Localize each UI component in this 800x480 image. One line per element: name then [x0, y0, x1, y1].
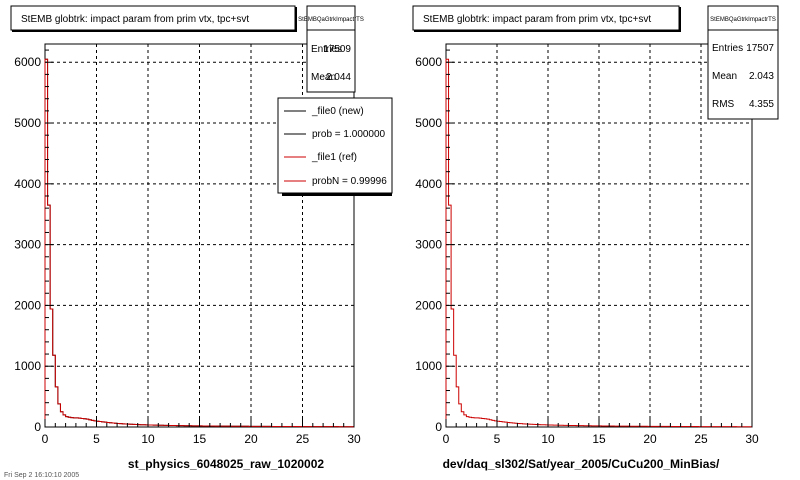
title-box-frame	[10, 5, 296, 31]
legend-label-probn: probN = 0.99996	[312, 176, 387, 187]
legend-label-new: _file0 (new)	[311, 106, 364, 117]
title-box: StEMB globtrk: impact param from prim vt…	[10, 5, 297, 32]
y-tick-label: 3000	[415, 238, 442, 252]
stat-value-mean: 2.044	[326, 72, 351, 83]
grid-lines	[45, 44, 355, 427]
panel-title: StEMB globtrk: impact param from prim vt…	[21, 14, 249, 25]
y-tick-label: 2000	[14, 298, 41, 312]
y-tick-label: 1000	[415, 359, 442, 373]
y-tick-label: 4000	[415, 177, 442, 191]
histogram-series	[44, 58, 355, 428]
x-tick-label: 5	[93, 432, 100, 446]
x-tick-label: 5	[494, 432, 501, 446]
x-tick-label: 0	[443, 432, 450, 446]
x-tick-label: 20	[643, 432, 657, 446]
x-tick-label: 25	[694, 432, 708, 446]
histogram-step-line	[445, 58, 753, 428]
panel-right: 0 5 10 15 20 25 30 0 1000 2000 3000 4000 5000 6000 St…	[412, 5, 779, 471]
title-box-shadow-side	[679, 7, 681, 32]
legend-entries: _file0 (new) prob = 1.000000 _file1 (ref…	[284, 106, 387, 187]
x-tick-label: 25	[296, 432, 310, 446]
x-tick-label: 30	[347, 432, 361, 446]
y-tick-label: 5000	[14, 116, 41, 130]
axes: 0 5 10 15 20 25 30 0 1000 2000 3000 4000 5000 6000	[14, 49, 361, 446]
legend-box: _file0 (new) prob = 1.000000 _file1 (ref…	[277, 97, 393, 196]
y-tick-label: 0	[34, 420, 41, 434]
title-box-shadow	[12, 30, 296, 32]
stats-name: StEMBQaGtrkImpactrTS	[710, 17, 776, 23]
y-tick-label: 2000	[415, 298, 442, 312]
stats-box: StEMBQaGtrkImpactrTS Entries 17507 Mean …	[707, 5, 779, 120]
legend-shadow	[282, 193, 392, 196]
footer-timestamp: Fri Sep 2 16:10:10 2005	[4, 472, 79, 479]
panel-left: 0 5 10 15 20 25 30 0 1000 2000 3000 4000 5000 6000 St…	[10, 5, 393, 471]
title-box-shadow-side	[295, 7, 297, 32]
legend-label-ref: _file1 (ref)	[311, 152, 357, 163]
stat-label-mean: Mean	[712, 71, 737, 82]
legend-frame	[277, 97, 393, 194]
x-tick-label: 15	[592, 432, 606, 446]
panel-title: StEMB globtrk: impact param from prim vt…	[423, 14, 651, 25]
y-tick-label: 3000	[14, 238, 41, 252]
stats-box: StEMBQaGtrkImpactrTS Entries 17509 Mean …	[298, 5, 364, 93]
x-tick-label: 0	[42, 432, 49, 446]
stats-box-frame	[306, 5, 356, 93]
x-tick-label: 30	[745, 432, 759, 446]
stats-box-frame	[707, 5, 779, 120]
histogram-series	[445, 58, 753, 428]
title-box: StEMB globtrk: impact param from prim vt…	[412, 5, 681, 32]
stat-value-mean: 2.043	[749, 71, 774, 82]
x-axis-title: dev/daq_sl302/Sat/year_2005/CuCu200_MinB…	[443, 457, 720, 471]
y-tick-label: 6000	[415, 55, 442, 69]
stat-value-rms: 4.355	[749, 99, 774, 110]
title-box-shadow	[414, 30, 680, 32]
grid-lines	[446, 44, 753, 427]
x-axis-title: st_physics_6048025_raw_1020002	[128, 457, 324, 471]
axes: 0 5 10 15 20 25 30 0 1000 2000 3000 4000 5000 6000	[415, 49, 759, 446]
x-tick-label: 10	[141, 432, 155, 446]
x-tick-label: 20	[244, 432, 258, 446]
histogram-step-line	[44, 58, 355, 428]
stat-value-entries: 17507	[746, 43, 774, 54]
stat-label-entries: Entries	[311, 44, 342, 55]
stat-label-rms: RMS	[712, 99, 735, 110]
legend-label-prob: prob = 1.000000	[312, 129, 386, 140]
y-tick-label: 4000	[14, 177, 41, 191]
x-tick-label: 10	[541, 432, 555, 446]
y-tick-label: 0	[435, 420, 442, 434]
stat-value-entries: 17509	[323, 44, 351, 55]
stat-label-entries: Entries	[712, 43, 743, 54]
stats-name: StEMBQaGtrkImpactrTS	[298, 17, 364, 23]
x-tick-label: 15	[193, 432, 207, 446]
y-tick-label: 6000	[14, 55, 41, 69]
stat-label-mean: Mean	[311, 72, 336, 83]
y-tick-label: 1000	[14, 359, 41, 373]
y-tick-label: 5000	[415, 116, 442, 130]
